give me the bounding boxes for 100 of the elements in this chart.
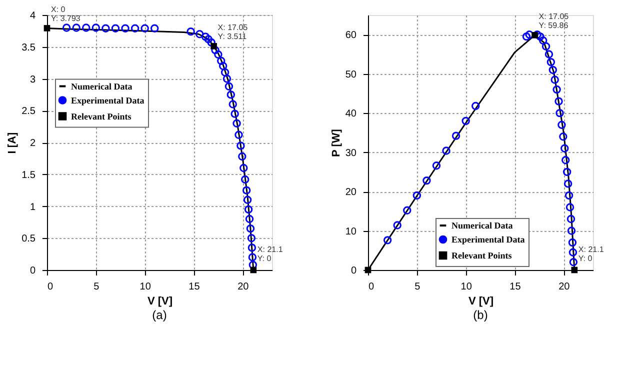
y-tick-label: 40 [345, 108, 357, 120]
y-axis-title: I [A] [6, 132, 19, 154]
y-tick-label: 0 [30, 266, 36, 276]
legend-label: Experimental Data [71, 95, 145, 106]
point [566, 203, 574, 212]
point [532, 32, 538, 38]
point [211, 46, 220, 54]
point [150, 24, 159, 32]
point [248, 244, 256, 252]
point [558, 120, 566, 129]
x-tick-label: 20 [238, 282, 250, 292]
point [248, 260, 258, 269]
point [234, 130, 243, 139]
point [571, 266, 578, 274]
point [559, 132, 568, 141]
point [564, 191, 574, 200]
legend-label: Relevant Points [71, 111, 132, 122]
point [243, 196, 252, 204]
point [554, 97, 563, 106]
point [412, 191, 422, 200]
point [218, 62, 228, 70]
point [548, 66, 557, 74]
point [432, 162, 441, 170]
y-tick-label: 1 [30, 202, 36, 213]
point [442, 146, 450, 155]
point [452, 132, 460, 140]
x-tick-label: 20 [558, 282, 570, 292]
point [552, 85, 561, 94]
point [562, 156, 570, 164]
y-axis-title: P [W] [330, 128, 342, 157]
y-tick-label: 60 [345, 30, 357, 42]
point [567, 226, 576, 235]
legend-label: Numerical Data [452, 220, 514, 230]
point [246, 224, 255, 233]
point [236, 142, 245, 150]
point [248, 253, 257, 262]
annotation: X: 21.1 Y: 0 [257, 245, 284, 263]
y-tick-label: 3 [30, 74, 36, 86]
annotation: X: 17.05 Y: 3.511 [218, 23, 248, 42]
x-tick-label: 5 [94, 282, 100, 292]
point [111, 24, 120, 32]
point [539, 36, 548, 45]
point [130, 24, 140, 32]
point [560, 144, 569, 152]
y-tick-label: 2.5 [22, 106, 36, 118]
legend-label: Relevant Points [452, 250, 512, 260]
point [569, 258, 578, 266]
point [140, 24, 149, 32]
point [546, 58, 556, 66]
y-tick-label: 4 [30, 10, 36, 22]
legend-label: Experimental Data [452, 234, 526, 244]
point [204, 35, 213, 44]
point [568, 238, 577, 247]
x-axis-title: V [V] [468, 296, 494, 308]
point [566, 214, 576, 224]
point [564, 180, 572, 188]
point [226, 90, 236, 99]
point [544, 50, 554, 58]
point [196, 30, 204, 38]
point [562, 168, 572, 176]
y-tick-label: 20 [345, 187, 357, 198]
point [550, 76, 559, 84]
point [242, 186, 251, 194]
point [82, 24, 90, 32]
x-tick-label: 5 [414, 282, 421, 292]
x-tick-label: 10 [140, 282, 152, 292]
point [228, 100, 237, 108]
point [224, 82, 234, 90]
point [210, 43, 217, 50]
point [217, 56, 226, 65]
point [240, 164, 248, 172]
annotation: X: 0 Y: 3.793 [51, 5, 81, 24]
y-tick-label: 0.5 [22, 234, 36, 245]
point [245, 214, 254, 224]
point [522, 32, 531, 41]
point [240, 175, 250, 184]
point [44, 25, 50, 32]
text: (b) [473, 308, 488, 322]
point [214, 50, 222, 59]
point [72, 24, 80, 32]
x-tick-label: 0 [368, 282, 374, 292]
annotation: X: 17.05 Y: 59.86 [538, 12, 570, 30]
point [121, 24, 130, 32]
point [230, 110, 239, 118]
point [201, 32, 210, 41]
point [568, 248, 578, 256]
legend-label: Numerical Data [71, 81, 133, 92]
point [383, 236, 392, 244]
y-tick-label: 3.5 [22, 42, 36, 54]
x-tick-label: 0 [48, 282, 54, 292]
point [62, 24, 71, 32]
point [220, 68, 230, 76]
point [536, 32, 544, 41]
point [403, 206, 412, 214]
point [232, 119, 241, 128]
point [422, 176, 431, 185]
point [207, 38, 216, 47]
x-tick-label: 10 [460, 282, 472, 292]
y-tick-label: 50 [345, 69, 357, 80]
y-tick-label: 1.5 [22, 170, 36, 181]
